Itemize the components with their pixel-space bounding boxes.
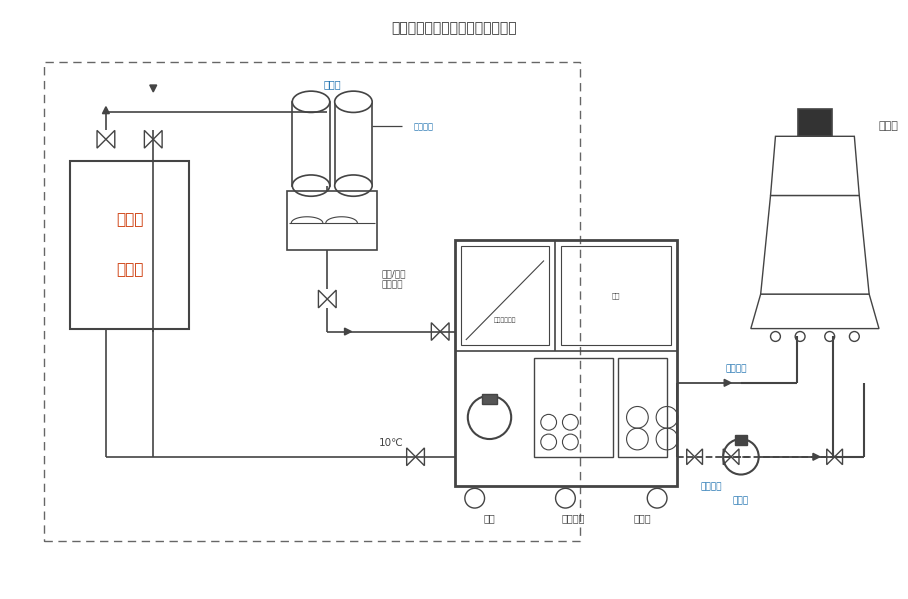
- Text: 冷却水出: 冷却水出: [725, 365, 746, 374]
- Polygon shape: [344, 328, 351, 335]
- Polygon shape: [827, 449, 834, 465]
- Ellipse shape: [292, 175, 330, 196]
- Text: 接自来水: 接自来水: [413, 122, 433, 131]
- Text: 工艺冷却水系统连接示意图（二）: 工艺冷却水系统连接示意图（二）: [391, 21, 517, 35]
- Polygon shape: [416, 448, 424, 465]
- Text: 水机盒高克器: 水机盒高克器: [494, 317, 516, 323]
- Polygon shape: [834, 449, 843, 465]
- Polygon shape: [97, 131, 106, 148]
- Text: 手动/自动: 手动/自动: [381, 269, 406, 278]
- Bar: [561, 246, 671, 345]
- Bar: [335, 102, 372, 186]
- Text: 面板: 面板: [612, 292, 620, 299]
- Bar: [617, 358, 667, 457]
- Polygon shape: [725, 379, 731, 386]
- Polygon shape: [771, 137, 859, 195]
- Bar: [481, 394, 498, 404]
- Text: 热弯机: 热弯机: [116, 212, 143, 227]
- Polygon shape: [319, 290, 327, 308]
- Polygon shape: [813, 453, 820, 460]
- Bar: [735, 435, 747, 445]
- Polygon shape: [695, 449, 703, 465]
- Polygon shape: [761, 195, 869, 294]
- Polygon shape: [751, 294, 879, 329]
- Polygon shape: [407, 448, 416, 465]
- Polygon shape: [731, 449, 739, 465]
- Bar: [455, 240, 676, 486]
- Bar: [44, 62, 580, 541]
- Polygon shape: [103, 107, 109, 114]
- Text: 压缩机: 压缩机: [634, 513, 651, 523]
- Bar: [534, 358, 613, 457]
- Ellipse shape: [335, 175, 372, 196]
- Polygon shape: [431, 323, 440, 340]
- Polygon shape: [144, 131, 153, 148]
- Polygon shape: [150, 85, 157, 92]
- Polygon shape: [440, 323, 449, 340]
- Polygon shape: [153, 131, 163, 148]
- Bar: [797, 108, 832, 137]
- Polygon shape: [686, 449, 695, 465]
- Polygon shape: [327, 290, 336, 308]
- Bar: [287, 190, 377, 250]
- Text: 冷却泵: 冷却泵: [733, 497, 749, 506]
- Ellipse shape: [292, 91, 330, 113]
- Text: 10℃: 10℃: [379, 438, 403, 448]
- Text: 冷却水入: 冷却水入: [701, 482, 722, 491]
- Bar: [292, 102, 330, 186]
- Text: 壳管冷凝: 壳管冷凝: [561, 513, 585, 523]
- Bar: [461, 246, 549, 345]
- Ellipse shape: [335, 91, 372, 113]
- Text: 镀膜机: 镀膜机: [116, 262, 143, 277]
- Text: 水泵: 水泵: [484, 513, 496, 523]
- Text: 纯水补水: 纯水补水: [381, 281, 403, 290]
- Polygon shape: [723, 449, 731, 465]
- Text: 纯水机: 纯水机: [323, 79, 341, 89]
- Text: 冷却塔: 冷却塔: [879, 122, 899, 131]
- Polygon shape: [106, 131, 114, 148]
- Bar: [71, 161, 189, 329]
